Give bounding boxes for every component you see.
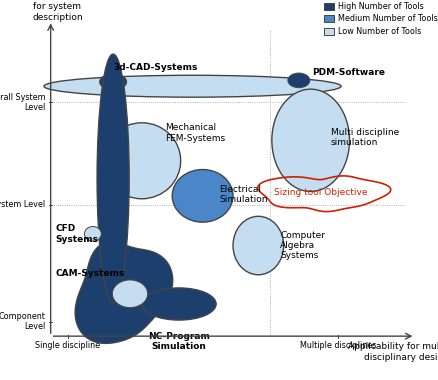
Ellipse shape: [99, 74, 126, 90]
Text: CFD
Systems: CFD Systems: [56, 224, 99, 244]
Ellipse shape: [103, 123, 180, 199]
Ellipse shape: [271, 89, 349, 192]
Ellipse shape: [287, 73, 309, 88]
Text: Multi discipline
simulation: Multi discipline simulation: [330, 128, 398, 147]
Text: Applicability
for system
description: Applicability for system description: [29, 0, 85, 22]
Text: Overall System
Level: Overall System Level: [0, 93, 46, 112]
Text: NC-Program
Simulation: NC-Program Simulation: [148, 332, 209, 351]
Polygon shape: [75, 242, 172, 344]
Text: Computer
Algebra
Systems: Computer Algebra Systems: [279, 231, 325, 260]
Text: Single discipline: Single discipline: [35, 340, 100, 350]
Text: 3d-CAD-Systems: 3d-CAD-Systems: [113, 63, 197, 71]
Ellipse shape: [84, 226, 101, 241]
Text: Multiple disciplines: Multiple disciplines: [299, 340, 375, 350]
Text: Mechanical
FEM-Systems: Mechanical FEM-Systems: [165, 123, 225, 143]
Text: Sizing tool Objective: Sizing tool Objective: [273, 188, 367, 198]
Text: PDM-Software: PDM-Software: [312, 68, 385, 78]
Text: Subsystem Level: Subsystem Level: [0, 200, 46, 209]
Text: CAM-Systems: CAM-Systems: [56, 269, 125, 278]
Text: Component
Level: Component Level: [0, 312, 46, 331]
Text: Applicability for multi-
disciplinary design: Applicability for multi- disciplinary de…: [347, 342, 438, 362]
Legend: High Number of Tools, Medium Number of Tools, Low Number of Tools: High Number of Tools, Medium Number of T…: [321, 0, 438, 38]
Ellipse shape: [44, 75, 340, 97]
Ellipse shape: [112, 280, 148, 308]
Ellipse shape: [97, 54, 129, 302]
Ellipse shape: [233, 216, 283, 275]
Ellipse shape: [141, 288, 215, 320]
Ellipse shape: [172, 169, 233, 222]
Text: Electrical
Simulation: Electrical Simulation: [219, 185, 267, 204]
